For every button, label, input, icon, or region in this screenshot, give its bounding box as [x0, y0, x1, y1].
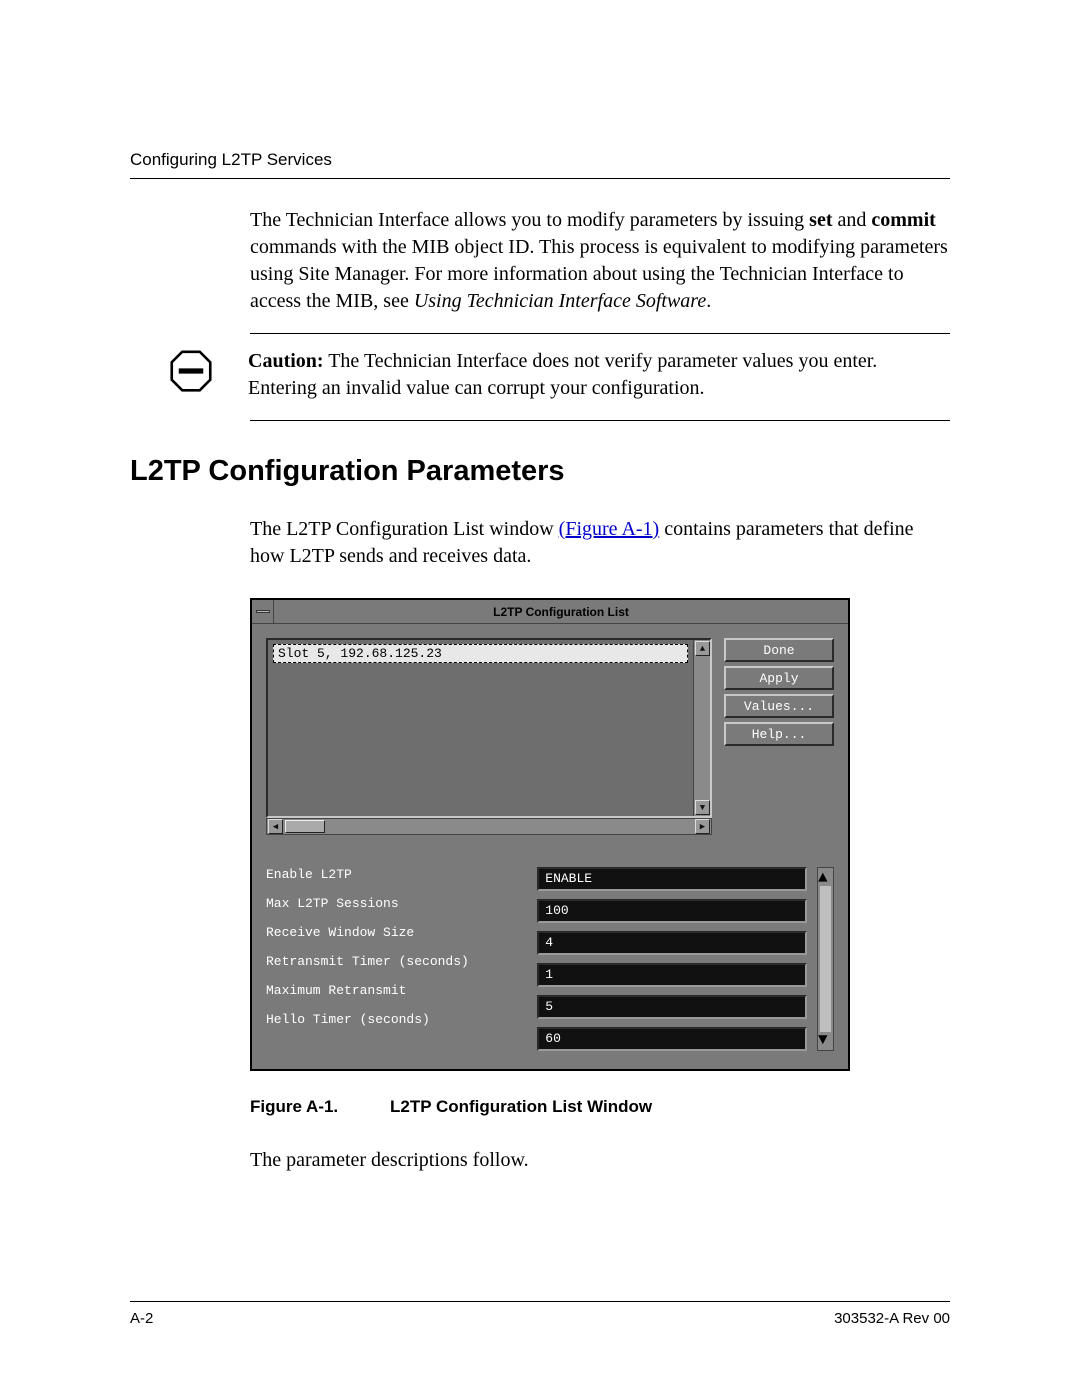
window-title: L2TP Configuration List	[274, 600, 848, 624]
closing-paragraph: The parameter descriptions follow.	[250, 1147, 950, 1174]
scroll-down-icon[interactable]: ▼	[818, 1031, 828, 1049]
section-heading: L2TP Configuration Parameters	[130, 455, 950, 488]
intro-text-b: and	[833, 209, 872, 231]
figure-caption: Figure A-1.L2TP Configuration List Windo…	[250, 1097, 950, 1117]
titlebar: L2TP Configuration List	[252, 600, 848, 624]
scroll-left-icon[interactable]: ◀	[268, 819, 283, 834]
kw-set: set	[809, 209, 832, 231]
apply-button[interactable]: Apply	[724, 666, 834, 690]
caution-label: Caution:	[248, 350, 324, 372]
caution-icon	[170, 350, 212, 392]
figure-label: Figure A-1.	[250, 1097, 390, 1117]
doc-id: 303532-A Rev 00	[834, 1310, 950, 1327]
hello-timer-field[interactable]: 60	[537, 1027, 807, 1051]
scroll-right-icon[interactable]: ▶	[695, 819, 710, 834]
max-retransmit-field[interactable]: 5	[537, 995, 807, 1019]
config-listbox[interactable]: Slot 5, 192.68.125.23 ▲ ▼	[266, 638, 712, 818]
system-menu-icon[interactable]	[252, 600, 274, 624]
header-rule	[130, 178, 950, 179]
page-footer: A-2 303532-A Rev 00	[130, 1301, 950, 1327]
param-label: Receive Window Size	[266, 925, 527, 940]
figure-link[interactable]: (Figure A-1)	[559, 518, 660, 540]
scroll-up-icon[interactable]: ▲	[695, 641, 710, 656]
intro-paragraph: The Technician Interface allows you to m…	[250, 207, 950, 315]
caution-rule-bottom	[250, 420, 950, 421]
param-label: Retransmit Timer (seconds)	[266, 954, 527, 969]
caution-text: Caution: The Technician Interface does n…	[248, 348, 950, 402]
caution-block: Caution: The Technician Interface does n…	[250, 333, 950, 421]
enable-l2tp-field[interactable]: ENABLE	[537, 867, 807, 891]
intro-text-d: .	[706, 290, 711, 312]
param-label: Enable L2TP	[266, 867, 527, 882]
param-label: Max L2TP Sessions	[266, 896, 527, 911]
retransmit-timer-field[interactable]: 1	[537, 963, 807, 987]
caution-body: The Technician Interface does not verify…	[248, 350, 877, 399]
figure-title: L2TP Configuration List Window	[390, 1097, 652, 1116]
page-number: A-2	[130, 1310, 153, 1327]
parameter-area: Enable L2TP Max L2TP Sessions Receive Wi…	[252, 845, 848, 1069]
done-button[interactable]: Done	[724, 638, 834, 662]
section-intro: The L2TP Configuration List window (Figu…	[250, 516, 950, 570]
p2a: The L2TP Configuration List window	[250, 518, 559, 540]
param-label: Maximum Retransmit	[266, 983, 527, 998]
scroll-down-icon[interactable]: ▼	[695, 800, 710, 815]
running-header: Configuring L2TP Services	[130, 150, 950, 170]
intro-text-a: The Technician Interface allows you to m…	[250, 209, 809, 231]
max-sessions-field[interactable]: 100	[537, 899, 807, 923]
kw-commit: commit	[871, 209, 935, 231]
book-ref: Using Technician Interface Software	[414, 290, 706, 312]
list-item[interactable]: Slot 5, 192.68.125.23	[273, 644, 688, 663]
hscroll-thumb[interactable]	[285, 820, 325, 833]
param-label: Hello Timer (seconds)	[266, 1012, 527, 1027]
list-hscrollbar[interactable]: ◀ ▶	[266, 818, 712, 835]
receive-window-field[interactable]: 4	[537, 931, 807, 955]
values-button[interactable]: Values...	[724, 694, 834, 718]
scroll-up-icon[interactable]: ▲	[818, 869, 828, 887]
footer-rule	[130, 1301, 950, 1302]
help-button[interactable]: Help...	[724, 722, 834, 746]
vscroll-track[interactable]	[820, 886, 831, 1032]
param-vscrollbar[interactable]: ▲ ▼	[817, 867, 834, 1051]
l2tp-config-window: L2TP Configuration List Slot 5, 192.68.1…	[250, 598, 850, 1071]
list-vscrollbar[interactable]: ▲ ▼	[693, 640, 710, 816]
